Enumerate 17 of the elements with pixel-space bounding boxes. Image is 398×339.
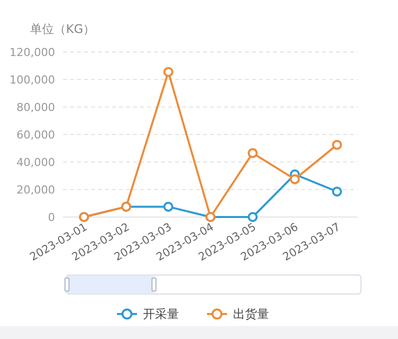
y-tick-label: 0 xyxy=(48,210,55,224)
legend-label: 开采量 xyxy=(143,307,179,322)
y-tick-label: 20,000 xyxy=(16,183,55,196)
point xyxy=(332,186,342,197)
y-tick-label: 40,000 xyxy=(16,156,55,169)
point xyxy=(163,66,174,77)
point xyxy=(332,140,342,150)
y-tick-label: 120,000 xyxy=(10,46,55,59)
y-axis-title: 单位（KG） xyxy=(30,22,96,36)
point xyxy=(248,212,258,222)
y-tick-label: 60,000 xyxy=(16,128,55,142)
point xyxy=(163,202,174,212)
legend-label: 出货量 xyxy=(233,307,269,322)
point xyxy=(248,148,258,158)
y-tick-label: 80,000 xyxy=(16,100,55,114)
point xyxy=(290,174,300,184)
y-tick-label: 100,000 xyxy=(10,73,55,86)
